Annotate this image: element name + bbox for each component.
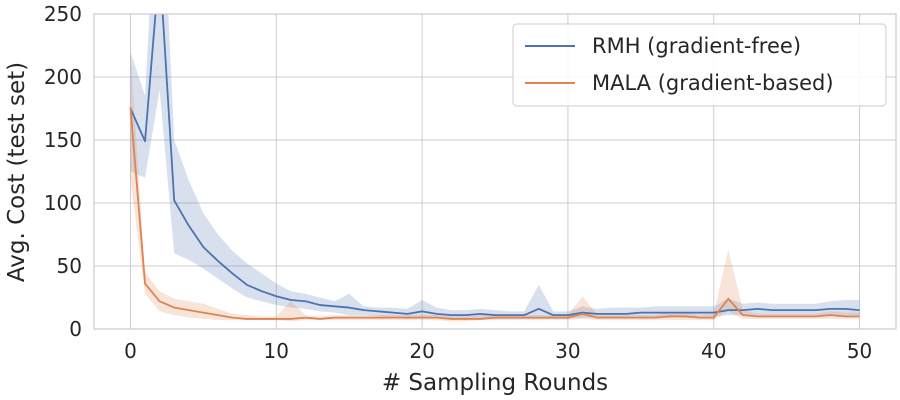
plot-border [93,13,897,330]
legend-label-mala: MALA (gradient-based) [592,71,834,95]
series-lines [129,14,860,320]
y-tick-label: 150 [44,128,82,152]
series-line-1 [129,107,860,320]
tick-labels: 0 10 20 30 40 50 0 50 100 150 200 250 [44,2,872,363]
x-tick-label: 10 [264,339,289,363]
x-tick-label: 50 [847,339,872,363]
x-tick-label: 40 [701,339,726,363]
x-tick-label: 0 [124,339,137,363]
y-tick-label: 0 [69,317,82,341]
y-tick-label: 200 [44,65,82,89]
y-tick-label: 100 [44,191,82,215]
y-tick-label: 50 [57,254,82,278]
x-axis-label: # Sampling Rounds [382,370,608,396]
legend-label-rmh: RMH (gradient-free) [592,34,801,58]
legend: RMH (gradient-free) MALA (gradient-based… [512,23,887,107]
y-axis-label: Avg. Cost (test set) [4,62,30,282]
x-tick-label: 30 [555,339,580,363]
y-tick-label: 250 [44,2,82,26]
x-tick-label: 20 [409,339,434,363]
legend-box [512,23,887,107]
